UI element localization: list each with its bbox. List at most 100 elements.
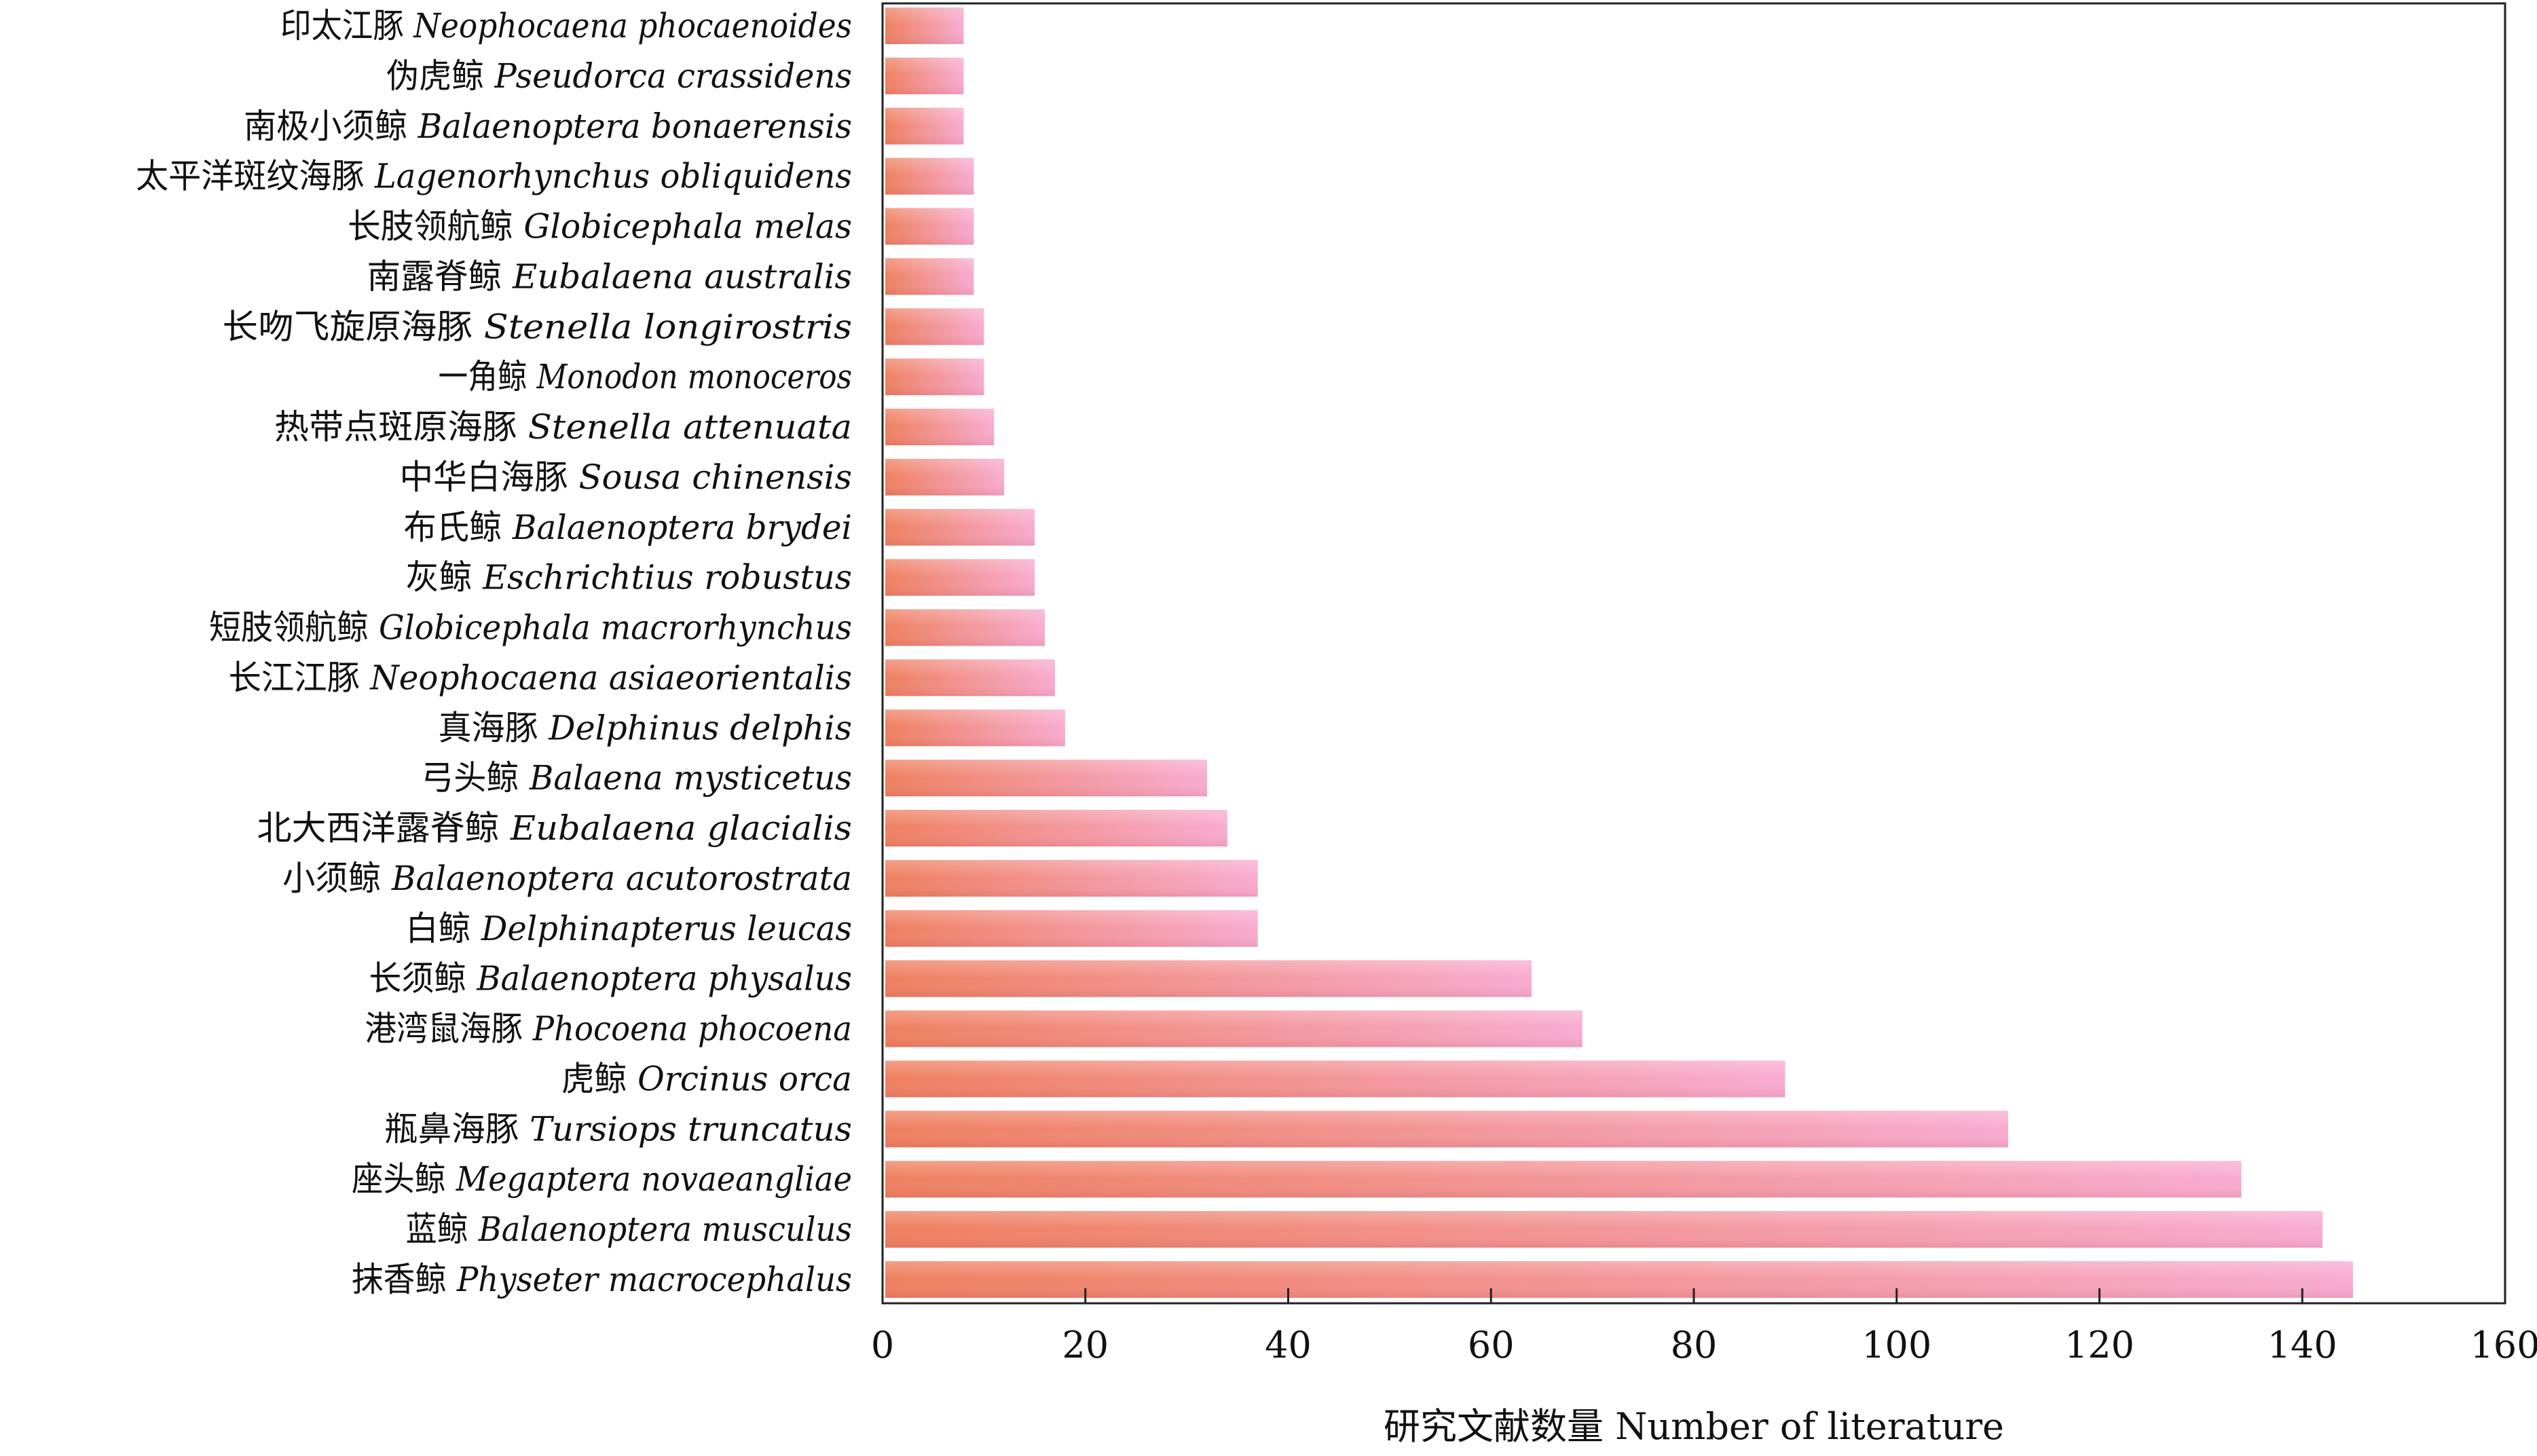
category-label-latin: Balaenoptera bonaerensis [418, 107, 852, 146]
category-label: 小须鲸 Balaenoptera acutorostrata [282, 859, 852, 898]
x-tick-label: 160 [2470, 1324, 2537, 1366]
category-label-cn: 太平洋斑纹海豚 [136, 157, 375, 196]
category-label-latin: Orcinus orca [637, 1059, 852, 1098]
category-label-cn: 长江江豚 [229, 658, 371, 697]
category-label-latin: Balaenoptera brydei [512, 508, 852, 547]
category-label: 弓头鲸 Balaena mysticetus [421, 758, 852, 798]
x-tick-label: 0 [871, 1324, 894, 1366]
bar [885, 7, 964, 44]
bar-sheen [885, 559, 1035, 596]
category-label-latin: Neophocaena asiaeorientalis [369, 658, 852, 697]
category-label-cn: 印太江豚 [280, 6, 413, 45]
x-tick-label: 20 [1062, 1324, 1109, 1366]
bar-sheen [885, 1261, 2353, 1298]
bar [885, 609, 1045, 646]
category-label-cn: 伪虎鲸 [386, 56, 494, 96]
bar-sheen [885, 57, 964, 94]
bar [885, 258, 974, 295]
category-label-latin: Sousa chinensis [578, 458, 852, 497]
category-label-cn: 长须鲸 [369, 959, 477, 998]
category-label-cn: 北大西洋露脊鲸 [257, 808, 511, 848]
bar-sheen [885, 107, 964, 145]
category-label-cn: 长吻飞旋原海豚 [223, 307, 484, 346]
plot-area-frame [881, 2, 2506, 1305]
x-axis-title: 研究文献数量 Number of literature [1384, 1405, 2004, 1448]
bar-sheen [885, 458, 1005, 496]
category-label-cn: 南极小须鲸 [244, 107, 418, 146]
category-label-latin: Balaena mysticetus [529, 758, 852, 798]
bar [885, 358, 984, 396]
category-label-cn: 布氏鲸 [404, 508, 513, 547]
category-label-cn: 短肢领航鲸 [209, 608, 379, 648]
bar-sheen [885, 659, 1055, 696]
x-axis-ticks-group: 0 20 40 60 80 100 120 140 160 [871, 1288, 2537, 1366]
category-label: 港湾鼠海豚 Phocoena phocoena [365, 1009, 853, 1049]
category-label: 南极小须鲸 Balaenoptera bonaerensis [244, 107, 852, 146]
category-label: 蓝鲸 Balaenoptera musculus [406, 1210, 853, 1249]
bar-sheen [885, 1110, 2009, 1148]
bar [885, 659, 1055, 696]
bar-sheen [885, 609, 1045, 646]
category-label: 南露脊鲸 Eubalaena australis [367, 257, 853, 296]
category-label-latin: Balaenoptera physalus [476, 959, 852, 998]
bar-sheen [885, 1211, 2323, 1248]
bar-sheen [885, 810, 1227, 847]
category-label: 印太江豚 Neophocaena phocaenoides [280, 6, 852, 45]
bar [885, 910, 1258, 947]
bar-sheen [885, 508, 1035, 546]
category-label-latin: Eubalaena glacialis [510, 808, 852, 848]
bar-sheen [885, 157, 974, 195]
category-label-cn: 热带点斑原海豚 [274, 407, 528, 447]
bar-sheen [885, 1010, 1582, 1047]
bar-sheen [885, 258, 974, 295]
category-label-latin: Megaptera novaeangliae [456, 1159, 852, 1199]
category-label-latin: Delphinapterus leucas [481, 909, 852, 948]
bar [885, 157, 974, 195]
category-label-latin: Globicephala melas [523, 207, 852, 246]
category-label-latin: Stenella attenuata [528, 407, 852, 447]
category-label-cn: 白鲸 [406, 909, 481, 948]
bar-sheen [885, 7, 964, 44]
bar-sheen [885, 859, 1258, 897]
bar [885, 1261, 2353, 1298]
category-label-latin: Eschrichtius robustus [482, 558, 852, 597]
x-tick-label: 40 [1265, 1324, 1312, 1366]
category-label-latin: Phocoena phocoena [532, 1009, 852, 1049]
category-label: 太平洋斑纹海豚 Lagenorhynchus obliquidens [136, 157, 852, 196]
bar-sheen [885, 308, 984, 346]
category-label: 抹香鲸 Physeter macrocephalus [352, 1260, 852, 1299]
category-label-latin: Pseudorca crassidens [494, 56, 852, 96]
category-label-cn: 瓶鼻海豚 [384, 1109, 530, 1149]
category-label: 座头鲸 Megaptera novaeangliae [352, 1159, 852, 1199]
category-label: 白鲸 Delphinapterus leucas [406, 909, 853, 948]
category-label-latin: Lagenorhynchus obliquidens [374, 157, 852, 196]
category-label: 灰鲸 Eschrichtius robustus [406, 558, 853, 597]
bar-sheen [885, 760, 1207, 797]
bar [885, 810, 1227, 847]
category-label-cn: 小须鲸 [282, 859, 392, 898]
category-label: 北大西洋露脊鲸 Eubalaena glacialis [257, 808, 853, 848]
category-label-cn: 弓头鲸 [421, 758, 530, 798]
category-label-latin: Physeter macrocephalus [456, 1260, 852, 1299]
category-label: 长肢领航鲸 Globicephala melas [348, 207, 852, 246]
category-label-cn: 灰鲸 [406, 558, 483, 597]
x-tick-label: 80 [1671, 1324, 1718, 1366]
bar-sheen [885, 1161, 2242, 1198]
category-label-latin: Neophocaena phocaenoides [413, 6, 852, 45]
category-label: 一角鲸 Monodon monoceros [439, 357, 853, 396]
category-label-latin: Balaenoptera musculus [478, 1210, 852, 1249]
category-label: 布氏鲸 Balaenoptera brydei [404, 508, 853, 547]
bar-sheen [885, 1060, 1785, 1098]
x-tick-label: 100 [1862, 1324, 1931, 1366]
category-label-cn: 港湾鼠海豚 [365, 1009, 533, 1049]
category-label-cn: 虎鲸 [561, 1059, 637, 1098]
bar [885, 1010, 1582, 1047]
bar [885, 1060, 1785, 1098]
category-label-latin: Eubalaena australis [512, 257, 852, 296]
bars-group [885, 7, 2353, 1298]
bar [885, 1211, 2323, 1248]
category-label: 真海豚 Delphinus delphis [439, 708, 853, 747]
bar [885, 1110, 2009, 1148]
